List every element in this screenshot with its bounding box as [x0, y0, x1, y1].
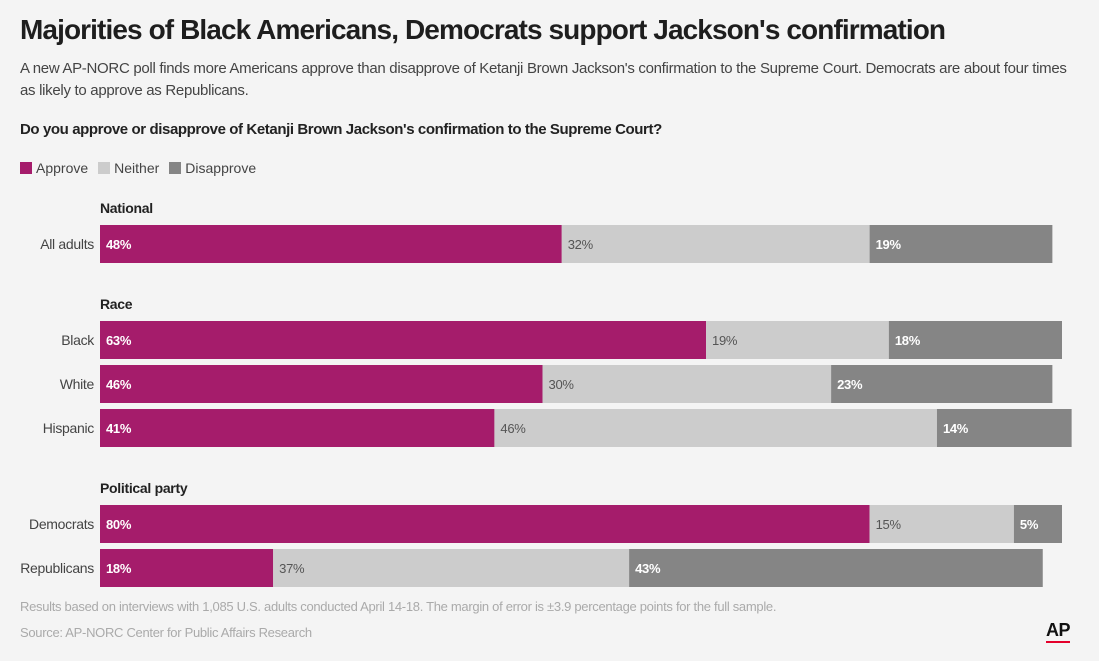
data-label-all-adults-neither: 32%: [568, 237, 594, 252]
data-label-black-approve: 63%: [106, 333, 132, 348]
data-label-democrats-approve: 80%: [106, 517, 132, 532]
data-label-black-neither: 19%: [712, 333, 738, 348]
legend-label-disapprove: Disapprove: [185, 160, 257, 176]
bar-hispanic-neither: [494, 409, 937, 447]
legend-swatch-approve: [20, 162, 32, 174]
legend-item-approve: Approve: [20, 160, 88, 176]
data-label-white-approve: 46%: [106, 377, 132, 392]
bar-all-adults-approve: [100, 225, 562, 263]
legend-label-neither: Neither: [114, 160, 160, 176]
legend-item-neither: Neither: [98, 160, 159, 176]
legend-item-disapprove: Disapprove: [169, 160, 256, 176]
category-label-white: White: [60, 376, 95, 392]
data-label-white-disapprove: 23%: [837, 377, 863, 392]
bar-democrats-disapprove: [1013, 505, 1062, 543]
data-label-democrats-disapprove: 5%: [1020, 517, 1039, 532]
data-label-republicans-approve: 18%: [106, 561, 132, 576]
bar-white-neither: [542, 365, 832, 403]
bar-black-neither: [706, 321, 889, 359]
category-label-republicans: Republicans: [20, 560, 94, 576]
data-label-democrats-neither: 15%: [876, 517, 902, 532]
bar-republicans-neither: [273, 549, 630, 587]
group-label-race: Race: [100, 296, 133, 312]
data-label-republicans-neither: 37%: [279, 561, 305, 576]
legend: Approve Neither Disapprove: [20, 160, 266, 176]
legend-label-approve: Approve: [36, 160, 89, 176]
data-label-hispanic-approve: 41%: [106, 421, 132, 436]
data-label-republicans-disapprove: 43%: [635, 561, 661, 576]
survey-question: Do you approve or disapprove of Ketanji …: [20, 121, 662, 138]
bar-white-disapprove: [831, 365, 1053, 403]
bar-all-adults-neither: [561, 225, 870, 263]
bar-democrats-approve: [100, 505, 870, 543]
category-label-democrats: Democrats: [29, 516, 94, 532]
bar-black-approve: [100, 321, 707, 359]
bar-hispanic-disapprove: [936, 409, 1072, 447]
data-label-black-disapprove: 18%: [895, 333, 921, 348]
data-label-all-adults-approve: 48%: [106, 237, 132, 252]
data-label-white-neither: 30%: [549, 377, 575, 392]
bar-white-approve: [100, 365, 543, 403]
category-label-all-adults: All adults: [40, 236, 94, 252]
category-label-black: Black: [61, 332, 95, 348]
bar-republicans-approve: [100, 549, 274, 587]
bar-democrats-neither: [869, 505, 1014, 543]
data-label-hispanic-neither: 46%: [500, 421, 526, 436]
data-label-all-adults-disapprove: 19%: [876, 237, 902, 252]
ap-logo: AP: [1046, 620, 1071, 643]
bar-hispanic-approve: [100, 409, 495, 447]
footnote: Results based on interviews with 1,085 U…: [20, 599, 777, 614]
source-note: Source: AP-NORC Center for Public Affair…: [20, 625, 312, 640]
group-label-political-party: Political party: [100, 480, 188, 496]
legend-swatch-neither: [98, 162, 111, 174]
bar-all-adults-disapprove: [869, 225, 1053, 263]
data-label-hispanic-disapprove: 14%: [943, 421, 969, 436]
bar-black-disapprove: [888, 321, 1062, 359]
group-label-national: National: [100, 200, 153, 216]
legend-swatch-disapprove: [169, 162, 182, 174]
chart-subtitle: A new AP-NORC poll finds more Americans …: [20, 60, 1067, 99]
chart-title: Majorities of Black Americans, Democrats…: [20, 14, 946, 45]
category-label-hispanic: Hispanic: [43, 420, 95, 436]
bar-republicans-disapprove: [629, 549, 1043, 587]
